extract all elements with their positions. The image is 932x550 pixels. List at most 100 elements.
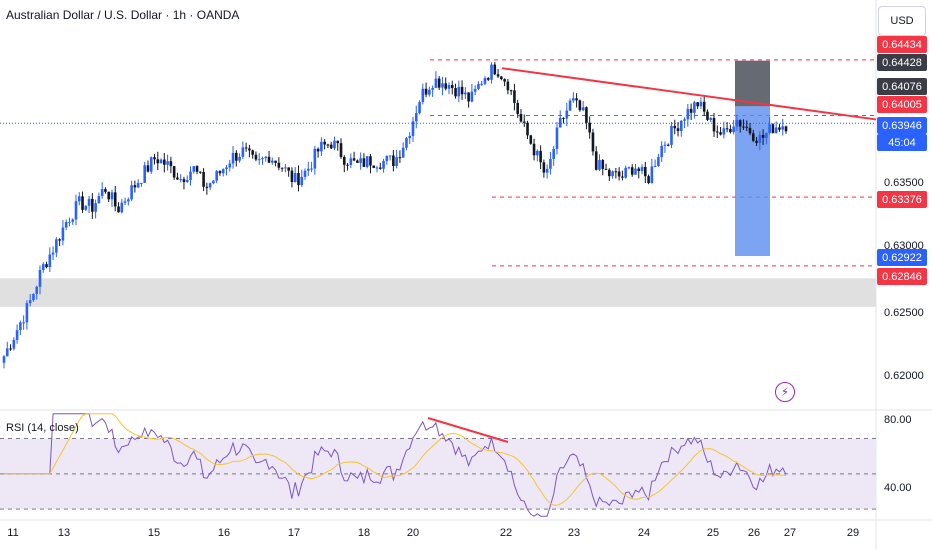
x-tick-label: 13 <box>57 527 71 539</box>
candle-body <box>431 87 434 90</box>
candle-body <box>637 168 641 172</box>
candle-body <box>503 79 506 82</box>
candle-body <box>189 171 192 181</box>
candle-body <box>329 144 333 149</box>
candle-body <box>470 91 474 102</box>
candle-body <box>424 88 428 95</box>
candle-body <box>562 117 565 119</box>
rsi-line <box>4 413 787 517</box>
candle-body <box>572 98 575 101</box>
price-tag: 0.62922 <box>877 249 927 266</box>
candle-body <box>176 177 179 180</box>
candle-body <box>774 127 778 134</box>
lightning-icon[interactable]: ⚡ <box>775 382 795 402</box>
candle-body <box>673 125 677 129</box>
currency-button[interactable]: USD <box>878 6 926 36</box>
candle-body <box>244 147 248 149</box>
candle-body <box>25 303 29 323</box>
candle-body <box>696 102 699 107</box>
candle-body <box>274 160 277 163</box>
candle-body <box>342 156 346 165</box>
candle-body <box>653 165 657 167</box>
candle-body <box>513 90 516 103</box>
candle-body <box>326 144 330 146</box>
candle-body <box>398 157 402 159</box>
candle-body <box>74 201 78 220</box>
candle-body <box>127 199 130 202</box>
candle-body <box>104 189 107 192</box>
candle-body <box>156 159 160 164</box>
candle-body <box>359 158 362 163</box>
candle-body <box>712 117 716 132</box>
candle-body <box>77 196 81 202</box>
candle-body <box>771 124 775 134</box>
candle-body <box>375 167 379 169</box>
candle-body <box>735 120 739 127</box>
x-tick-label: 25 <box>706 527 720 539</box>
candle-body <box>604 168 608 170</box>
candle-body <box>117 206 120 213</box>
candle-body <box>45 264 48 268</box>
candle-body <box>182 179 186 183</box>
x-tick-label: 18 <box>357 527 371 539</box>
candle-body <box>277 162 281 168</box>
candle-body <box>369 156 372 166</box>
x-tick-label: 17 <box>287 527 301 539</box>
chart-title: Australian Dollar / U.S. Dollar · 1h · O… <box>6 8 240 22</box>
candle-body <box>64 221 68 228</box>
candle-body <box>585 107 588 123</box>
candle-body <box>68 221 71 223</box>
candle-body <box>143 165 146 183</box>
candle-body <box>761 134 765 138</box>
candle-body <box>100 189 104 197</box>
candle-body <box>666 144 670 146</box>
candle-body <box>136 183 140 188</box>
candle-body <box>624 167 627 178</box>
candle-body <box>81 196 84 210</box>
rsi-label: RSI (14, close) <box>6 422 79 434</box>
candle-body <box>254 154 258 160</box>
candle-body <box>280 167 284 169</box>
y-tick-label: 0.62000 <box>884 370 924 382</box>
y-tick-label: 0.63500 <box>884 177 924 189</box>
candle-body <box>732 126 735 133</box>
price-tag: 0.64005 <box>877 96 927 113</box>
price-tag: 0.64076 <box>877 78 927 95</box>
candle-body <box>781 126 785 130</box>
candle-body <box>231 152 235 164</box>
candle-body <box>293 173 297 182</box>
candle-body <box>251 150 254 155</box>
candle-body <box>97 196 101 204</box>
candle-body <box>19 322 22 331</box>
candle-body <box>693 102 696 113</box>
candle-body <box>352 158 356 161</box>
candle-body <box>35 286 39 294</box>
candle-body <box>195 166 199 172</box>
candle-body <box>61 227 65 241</box>
candle-body <box>179 179 182 181</box>
rsi-tick-label: 80.00 <box>884 414 912 426</box>
candle-body <box>578 100 582 111</box>
candle-body <box>588 122 591 133</box>
candle-body <box>218 171 222 174</box>
candle-body <box>676 128 680 132</box>
candle-body <box>225 167 228 170</box>
candle-body <box>84 205 88 210</box>
candle-body <box>163 159 166 165</box>
candle-body <box>32 293 35 301</box>
candle-body <box>51 252 55 255</box>
candle-body <box>467 92 470 102</box>
candle-body <box>401 147 405 158</box>
candle-body <box>300 176 304 186</box>
candle-body <box>372 165 376 168</box>
candle-body <box>221 169 225 174</box>
candle-body <box>235 152 238 161</box>
candle-body <box>110 192 114 200</box>
candle-body <box>454 87 457 97</box>
candle-body <box>284 167 287 169</box>
candle-body <box>320 141 323 152</box>
candle-body <box>555 127 559 149</box>
candle-body <box>5 348 9 357</box>
candle-body <box>395 157 398 166</box>
